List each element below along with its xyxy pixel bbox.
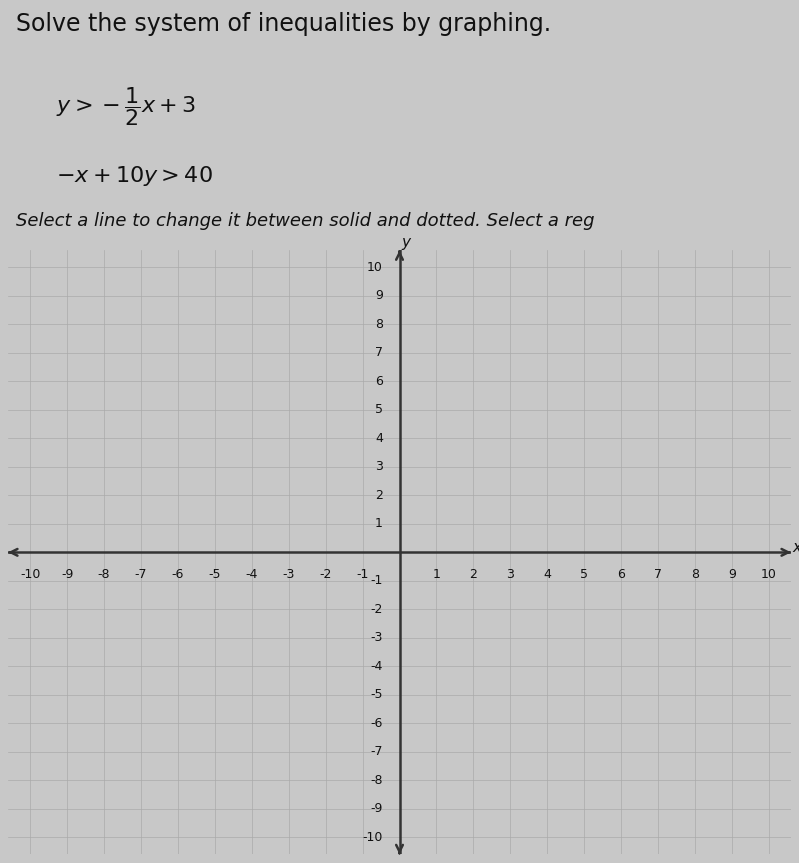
Text: -3: -3 xyxy=(283,568,295,581)
Text: -5: -5 xyxy=(371,689,383,702)
Text: -1: -1 xyxy=(371,574,383,588)
Text: -7: -7 xyxy=(135,568,147,581)
Text: 6: 6 xyxy=(617,568,625,581)
Text: -4: -4 xyxy=(245,568,258,581)
Text: 7: 7 xyxy=(654,568,662,581)
Text: -6: -6 xyxy=(371,717,383,730)
Text: 4: 4 xyxy=(375,432,383,444)
Text: -10: -10 xyxy=(20,568,40,581)
Text: 5: 5 xyxy=(375,403,383,416)
Text: -7: -7 xyxy=(371,746,383,759)
Text: 10: 10 xyxy=(761,568,777,581)
Text: x: x xyxy=(793,539,799,555)
Text: Select a line to change it between solid and dotted. Select a reg: Select a line to change it between solid… xyxy=(16,211,594,230)
Text: 3: 3 xyxy=(507,568,515,581)
Text: 9: 9 xyxy=(728,568,736,581)
Text: -5: -5 xyxy=(209,568,221,581)
Text: -10: -10 xyxy=(363,831,383,844)
Text: -9: -9 xyxy=(61,568,74,581)
Text: 8: 8 xyxy=(691,568,699,581)
Text: 2: 2 xyxy=(470,568,477,581)
Text: 3: 3 xyxy=(375,460,383,473)
Text: y: y xyxy=(402,236,411,250)
Text: 7: 7 xyxy=(375,346,383,359)
Text: Solve the system of inequalities by graphing.: Solve the system of inequalities by grap… xyxy=(16,12,551,36)
Text: 1: 1 xyxy=(375,517,383,531)
Text: -6: -6 xyxy=(172,568,184,581)
Text: 10: 10 xyxy=(367,261,383,274)
Text: 2: 2 xyxy=(375,488,383,501)
Text: 1: 1 xyxy=(432,568,440,581)
Text: $y > -\dfrac{1}{2}x + 3$: $y > -\dfrac{1}{2}x + 3$ xyxy=(56,85,196,128)
Text: -8: -8 xyxy=(97,568,110,581)
Text: -1: -1 xyxy=(356,568,369,581)
Text: $-x + 10y > 40$: $-x + 10y > 40$ xyxy=(56,164,213,188)
Text: 5: 5 xyxy=(580,568,588,581)
Text: 9: 9 xyxy=(375,289,383,302)
Text: 6: 6 xyxy=(375,375,383,387)
Text: -2: -2 xyxy=(320,568,332,581)
Text: -8: -8 xyxy=(371,774,383,787)
Text: 8: 8 xyxy=(375,318,383,331)
Text: -4: -4 xyxy=(371,660,383,673)
Text: -3: -3 xyxy=(371,632,383,645)
Text: 4: 4 xyxy=(543,568,551,581)
Text: -9: -9 xyxy=(371,803,383,816)
Text: -2: -2 xyxy=(371,603,383,616)
